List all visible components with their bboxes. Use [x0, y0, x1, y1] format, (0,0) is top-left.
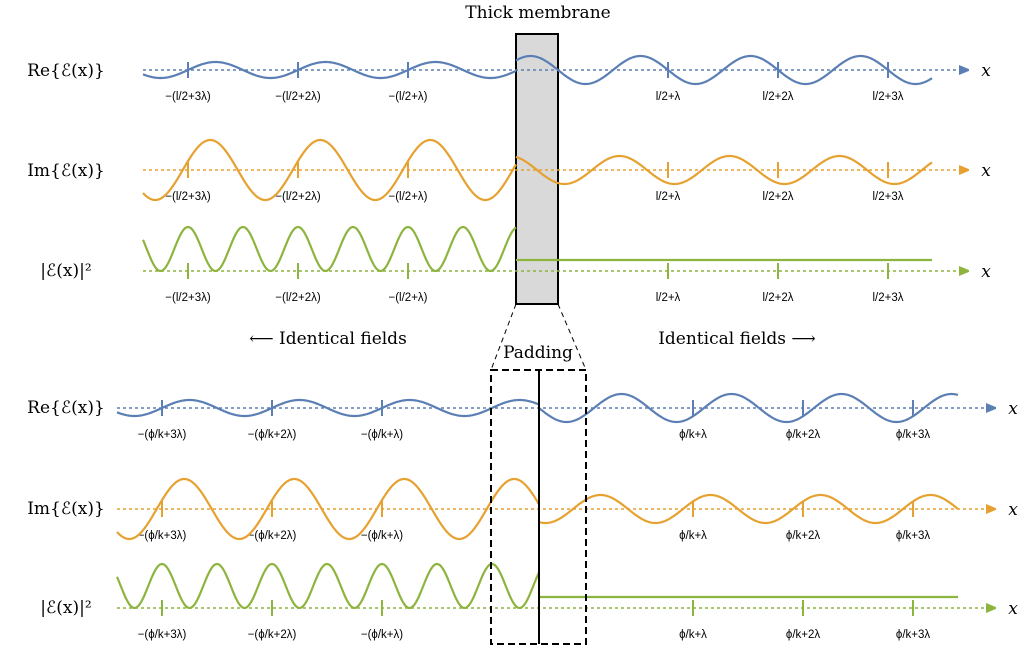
tick-label-abs: −(l/2+λ): [389, 292, 428, 304]
left-annotation: ⟵ Identical fields: [249, 329, 407, 349]
wave-left-im: [116, 477, 540, 541]
tick-label-re: ϕ/k+λ: [679, 429, 707, 441]
axis-symbol-abs: x: [1008, 599, 1018, 619]
row-label-abs: |ℰ(x)|²: [40, 261, 91, 281]
tick-label-abs: −(l/2+3λ): [165, 292, 211, 304]
tick-label-abs: l/2+3λ: [872, 292, 903, 304]
tick-label-abs: ϕ/k+3λ: [896, 629, 930, 641]
tick-label-re: l/2+2λ: [762, 91, 793, 103]
tick-label-im: ϕ/k+λ: [679, 530, 707, 542]
tick-label-im: −(l/2+3λ): [165, 191, 211, 203]
title: Thick membrane: [465, 3, 610, 23]
wave-left-abs: [115, 562, 540, 610]
tick-label-im: l/2+2λ: [762, 191, 793, 203]
tick-label-abs: −(ϕ/k+3λ): [138, 629, 187, 641]
axis-symbol-re: x: [1008, 399, 1018, 419]
tick-label-re: −(ϕ/k+2λ): [248, 429, 297, 441]
row-label-re: Re{ℰ(x)}: [27, 61, 105, 81]
axis-symbol-im: x: [1008, 500, 1018, 520]
tick-label-im: l/2+3λ: [872, 191, 903, 203]
tick-label-re: −(ϕ/k+3λ): [138, 429, 187, 441]
tick-label-abs: −(ϕ/k+λ): [361, 629, 403, 641]
zoom-connector-right: [557, 303, 587, 371]
tick-label-abs: ϕ/k+λ: [679, 629, 707, 641]
tick-label-re: ϕ/k+3λ: [896, 429, 930, 441]
zoom-connector-left: [490, 303, 517, 371]
tick-label-re: −(l/2+2λ): [275, 91, 321, 103]
tick-label-im: ϕ/k+3λ: [896, 530, 930, 542]
right-annotation: Identical fields ⟶: [658, 329, 816, 349]
tick-label-im: l/2+λ: [656, 191, 681, 203]
tick-label-im: −(l/2+2λ): [275, 191, 321, 203]
wave-left-im: [142, 138, 517, 202]
tick-label-re: −(ϕ/k+λ): [361, 429, 403, 441]
tick-label-abs: ϕ/k+2λ: [786, 629, 820, 641]
padding-label: Padding: [503, 343, 573, 363]
wave-right-re: [515, 54, 933, 86]
tick-label-im: −(ϕ/k+2λ): [248, 530, 297, 542]
wave-right-im: [538, 493, 959, 525]
tick-label-re: −(l/2+λ): [389, 91, 428, 103]
axis-symbol-re: x: [981, 61, 991, 81]
axis-symbol-im: x: [981, 161, 991, 181]
wave-right-im: [515, 154, 933, 186]
row-label-im: Im{ℰ(x)}: [27, 499, 105, 519]
tick-label-re: l/2+3λ: [872, 91, 903, 103]
tick-label-re: ϕ/k+2λ: [786, 429, 820, 441]
tick-label-im: −(l/2+λ): [389, 191, 428, 203]
axis-symbol-abs: x: [981, 262, 991, 282]
tick-label-im: −(ϕ/k+λ): [361, 530, 403, 542]
wave-left-re: [142, 60, 517, 80]
wave-right-re: [538, 392, 959, 424]
tick-label-abs: −(l/2+2λ): [275, 292, 321, 304]
row-label-re: Re{ℰ(x)}: [27, 398, 105, 418]
wave-left-re: [116, 398, 540, 418]
tick-label-abs: −(ϕ/k+2λ): [248, 629, 297, 641]
wave-left-abs: [141, 225, 517, 273]
row-label-im: Im{ℰ(x)}: [27, 161, 105, 181]
wave-layer: Re{ℰ(x)} x −(l/2+3λ) −(l/2+2λ) −(l/2+λ) l/2+λ…: [27, 54, 1018, 641]
tick-label-im: −(ϕ/k+3λ): [138, 530, 187, 542]
tick-label-abs: l/2+2λ: [762, 292, 793, 304]
tick-label-re: −(l/2+3λ): [165, 91, 211, 103]
tick-label-abs: l/2+λ: [656, 292, 681, 304]
row-label-abs: |ℰ(x)|²: [40, 598, 91, 618]
tick-label-im: ϕ/k+2λ: [786, 530, 820, 542]
tick-label-re: l/2+λ: [656, 91, 681, 103]
